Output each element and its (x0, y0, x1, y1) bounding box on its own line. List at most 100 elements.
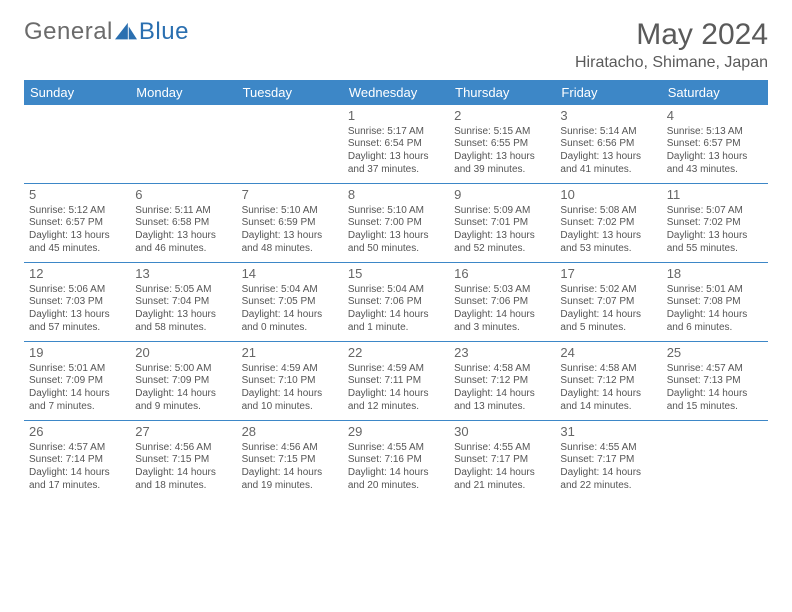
daylight-line: Daylight: 14 hours and 13 minutes. (454, 388, 550, 414)
sunrise-line: Sunrise: 4:58 AM (560, 363, 656, 376)
daylight-line: Daylight: 14 hours and 18 minutes. (135, 467, 231, 493)
day-header-cell: Monday (130, 80, 236, 105)
day-number: 5 (29, 187, 125, 204)
day-header-cell: Saturday (662, 80, 768, 105)
sunset-line: Sunset: 7:06 PM (348, 296, 444, 309)
sunset-line: Sunset: 6:57 PM (667, 138, 763, 151)
sunrise-line: Sunrise: 5:10 AM (242, 205, 338, 218)
sunrise-line: Sunrise: 5:17 AM (348, 126, 444, 139)
day-number: 11 (667, 187, 763, 204)
daylight-line: Daylight: 14 hours and 9 minutes. (135, 388, 231, 414)
day-cell: 26Sunrise: 4:57 AMSunset: 7:14 PMDayligh… (24, 421, 130, 499)
day-number: 10 (560, 187, 656, 204)
day-cell: 16Sunrise: 5:03 AMSunset: 7:06 PMDayligh… (449, 263, 555, 341)
day-number: 16 (454, 266, 550, 283)
daylight-line: Daylight: 13 hours and 41 minutes. (560, 151, 656, 177)
sunrise-line: Sunrise: 5:02 AM (560, 284, 656, 297)
day-cell (237, 105, 343, 183)
day-number: 3 (560, 108, 656, 125)
sunrise-line: Sunrise: 5:07 AM (667, 205, 763, 218)
day-cell: 18Sunrise: 5:01 AMSunset: 7:08 PMDayligh… (662, 263, 768, 341)
sunrise-line: Sunrise: 5:10 AM (348, 205, 444, 218)
daylight-line: Daylight: 14 hours and 15 minutes. (667, 388, 763, 414)
daylight-line: Daylight: 14 hours and 20 minutes. (348, 467, 444, 493)
day-header-row: SundayMondayTuesdayWednesdayThursdayFrid… (24, 80, 768, 105)
sunset-line: Sunset: 7:04 PM (135, 296, 231, 309)
sunset-line: Sunset: 7:17 PM (560, 454, 656, 467)
sunset-line: Sunset: 7:11 PM (348, 375, 444, 388)
sunset-line: Sunset: 7:02 PM (667, 217, 763, 230)
sunrise-line: Sunrise: 4:57 AM (29, 442, 125, 455)
sunset-line: Sunset: 7:06 PM (454, 296, 550, 309)
daylight-line: Daylight: 13 hours and 43 minutes. (667, 151, 763, 177)
daylight-line: Daylight: 13 hours and 52 minutes. (454, 230, 550, 256)
day-cell: 24Sunrise: 4:58 AMSunset: 7:12 PMDayligh… (555, 342, 661, 420)
daylight-line: Daylight: 14 hours and 17 minutes. (29, 467, 125, 493)
day-number: 23 (454, 345, 550, 362)
sunset-line: Sunset: 7:16 PM (348, 454, 444, 467)
sunrise-line: Sunrise: 5:05 AM (135, 284, 231, 297)
day-number: 27 (135, 424, 231, 441)
sunset-line: Sunset: 7:05 PM (242, 296, 338, 309)
daylight-line: Daylight: 13 hours and 45 minutes. (29, 230, 125, 256)
sunset-line: Sunset: 7:10 PM (242, 375, 338, 388)
title-block: May 2024 Hiratacho, Shimane, Japan (575, 18, 768, 72)
day-cell (24, 105, 130, 183)
day-cell: 5Sunrise: 5:12 AMSunset: 6:57 PMDaylight… (24, 184, 130, 262)
day-cell: 12Sunrise: 5:06 AMSunset: 7:03 PMDayligh… (24, 263, 130, 341)
day-cell: 29Sunrise: 4:55 AMSunset: 7:16 PMDayligh… (343, 421, 449, 499)
day-number: 12 (29, 266, 125, 283)
sunrise-line: Sunrise: 4:58 AM (454, 363, 550, 376)
sunrise-line: Sunrise: 5:11 AM (135, 205, 231, 218)
month-title: May 2024 (575, 18, 768, 52)
logo-text-general: General (24, 18, 113, 46)
sunrise-line: Sunrise: 4:57 AM (667, 363, 763, 376)
daylight-line: Daylight: 14 hours and 12 minutes. (348, 388, 444, 414)
day-number: 7 (242, 187, 338, 204)
sunset-line: Sunset: 7:12 PM (560, 375, 656, 388)
sunset-line: Sunset: 7:13 PM (667, 375, 763, 388)
sunset-line: Sunset: 7:08 PM (667, 296, 763, 309)
sunset-line: Sunset: 7:14 PM (29, 454, 125, 467)
day-number: 20 (135, 345, 231, 362)
daylight-line: Daylight: 13 hours and 37 minutes. (348, 151, 444, 177)
day-cell: 15Sunrise: 5:04 AMSunset: 7:06 PMDayligh… (343, 263, 449, 341)
day-cell: 23Sunrise: 4:58 AMSunset: 7:12 PMDayligh… (449, 342, 555, 420)
day-cell: 9Sunrise: 5:09 AMSunset: 7:01 PMDaylight… (449, 184, 555, 262)
sunset-line: Sunset: 6:57 PM (29, 217, 125, 230)
day-header-cell: Wednesday (343, 80, 449, 105)
day-number: 15 (348, 266, 444, 283)
day-cell: 31Sunrise: 4:55 AMSunset: 7:17 PMDayligh… (555, 421, 661, 499)
sunset-line: Sunset: 6:59 PM (242, 217, 338, 230)
sunrise-line: Sunrise: 4:55 AM (348, 442, 444, 455)
day-cell: 14Sunrise: 5:04 AMSunset: 7:05 PMDayligh… (237, 263, 343, 341)
day-number: 30 (454, 424, 550, 441)
day-cell: 3Sunrise: 5:14 AMSunset: 6:56 PMDaylight… (555, 105, 661, 183)
day-cell: 4Sunrise: 5:13 AMSunset: 6:57 PMDaylight… (662, 105, 768, 183)
day-cell: 6Sunrise: 5:11 AMSunset: 6:58 PMDaylight… (130, 184, 236, 262)
sunrise-line: Sunrise: 4:56 AM (242, 442, 338, 455)
header: General Blue May 2024 Hiratacho, Shimane… (24, 18, 768, 72)
sunrise-line: Sunrise: 4:55 AM (454, 442, 550, 455)
daylight-line: Daylight: 13 hours and 39 minutes. (454, 151, 550, 177)
sunrise-line: Sunrise: 4:59 AM (348, 363, 444, 376)
day-cell: 17Sunrise: 5:02 AMSunset: 7:07 PMDayligh… (555, 263, 661, 341)
daylight-line: Daylight: 14 hours and 19 minutes. (242, 467, 338, 493)
day-number: 19 (29, 345, 125, 362)
day-number: 13 (135, 266, 231, 283)
week-row: 26Sunrise: 4:57 AMSunset: 7:14 PMDayligh… (24, 421, 768, 499)
sunset-line: Sunset: 6:55 PM (454, 138, 550, 151)
day-cell: 11Sunrise: 5:07 AMSunset: 7:02 PMDayligh… (662, 184, 768, 262)
sunrise-line: Sunrise: 5:03 AM (454, 284, 550, 297)
day-cell: 1Sunrise: 5:17 AMSunset: 6:54 PMDaylight… (343, 105, 449, 183)
day-cell: 20Sunrise: 5:00 AMSunset: 7:09 PMDayligh… (130, 342, 236, 420)
sunset-line: Sunset: 6:56 PM (560, 138, 656, 151)
daylight-line: Daylight: 14 hours and 14 minutes. (560, 388, 656, 414)
daylight-line: Daylight: 13 hours and 48 minutes. (242, 230, 338, 256)
calendar: SundayMondayTuesdayWednesdayThursdayFrid… (24, 80, 768, 499)
daylight-line: Daylight: 14 hours and 22 minutes. (560, 467, 656, 493)
sunrise-line: Sunrise: 5:04 AM (348, 284, 444, 297)
day-number: 9 (454, 187, 550, 204)
week-row: 12Sunrise: 5:06 AMSunset: 7:03 PMDayligh… (24, 263, 768, 342)
sunset-line: Sunset: 6:54 PM (348, 138, 444, 151)
